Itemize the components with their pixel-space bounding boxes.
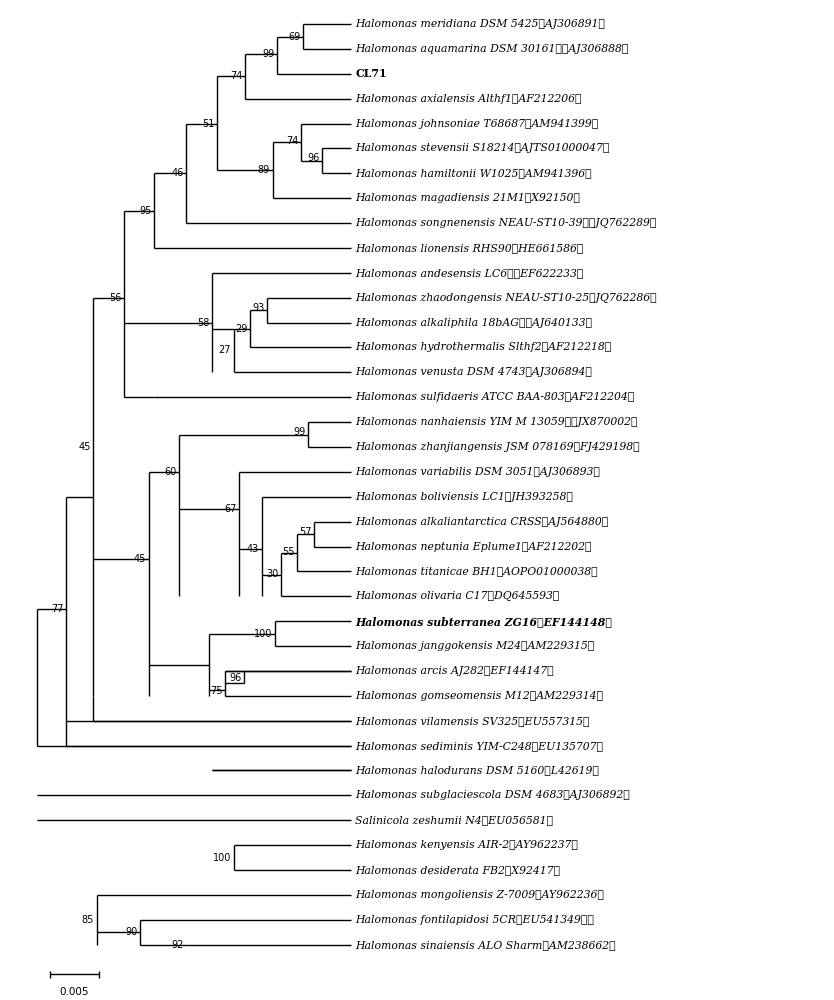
- Text: 95: 95: [139, 206, 152, 216]
- Text: Halomonas alkaliantarctica CRSS（AJ564880）: Halomonas alkaliantarctica CRSS（AJ564880…: [355, 517, 608, 527]
- Text: 56: 56: [109, 293, 122, 303]
- Text: 29: 29: [235, 324, 248, 334]
- Text: Halomonas meridiana DSM 5425（AJ306891）: Halomonas meridiana DSM 5425（AJ306891）: [355, 19, 605, 29]
- Text: 99: 99: [294, 427, 305, 437]
- Text: Halomonas magadiensis 21M1（X92150）: Halomonas magadiensis 21M1（X92150）: [355, 193, 580, 203]
- Text: 45: 45: [78, 442, 91, 452]
- Text: Halomonas vilamensis SV325（EU557315）: Halomonas vilamensis SV325（EU557315）: [355, 716, 590, 726]
- Text: Halomonas mongoliensis Z-7009（AY962236）: Halomonas mongoliensis Z-7009（AY962236）: [355, 890, 604, 900]
- Text: 67: 67: [224, 504, 237, 514]
- Text: Halomonas fontilapidosi 5CR（EU541349　）: Halomonas fontilapidosi 5CR（EU541349 ）: [355, 915, 594, 925]
- Text: 96: 96: [307, 153, 319, 163]
- Text: 96: 96: [229, 673, 241, 683]
- Text: Halomonas songnenensis NEAU-ST10-39　（JQ762289）: Halomonas songnenensis NEAU-ST10-39 （JQ7…: [355, 218, 656, 228]
- Text: Halomonas olivaria C17（DQ645593）: Halomonas olivaria C17（DQ645593）: [355, 591, 560, 601]
- Text: 92: 92: [171, 940, 183, 950]
- Text: Halomonas zhanjiangensis JSM 078169（FJ429198）: Halomonas zhanjiangensis JSM 078169（FJ42…: [355, 442, 640, 452]
- Text: 100: 100: [213, 853, 231, 863]
- Text: Halomonas hamiltonii W1025（AM941396）: Halomonas hamiltonii W1025（AM941396）: [355, 168, 591, 178]
- Text: Halomonas andesensis LC6　（EF622233）: Halomonas andesensis LC6 （EF622233）: [355, 268, 584, 278]
- Text: 43: 43: [247, 544, 259, 554]
- Text: 60: 60: [164, 467, 177, 477]
- Text: Halomonas nanhaiensis YIM M 13059　（JX870002）: Halomonas nanhaiensis YIM M 13059 （JX870…: [355, 417, 637, 427]
- Text: 74: 74: [230, 71, 243, 81]
- Text: 90: 90: [126, 927, 138, 937]
- Text: 69: 69: [289, 32, 300, 42]
- Text: Halomonas sinaiensis ALO Sharm（AM238662）: Halomonas sinaiensis ALO Sharm（AM238662）: [355, 940, 615, 950]
- Text: Halomonas venusta DSM 4743（AJ306894）: Halomonas venusta DSM 4743（AJ306894）: [355, 367, 592, 377]
- Text: 89: 89: [258, 165, 270, 175]
- Text: 0.005: 0.005: [59, 987, 89, 997]
- Text: Halomonas axialensis Althf1（AF212206）: Halomonas axialensis Althf1（AF212206）: [355, 94, 581, 104]
- Text: 46: 46: [171, 168, 183, 178]
- Text: 58: 58: [198, 318, 210, 328]
- Text: 51: 51: [203, 119, 214, 129]
- Text: Halomonas lionensis RHS90（HE661586）: Halomonas lionensis RHS90（HE661586）: [355, 243, 584, 253]
- Text: 85: 85: [82, 915, 94, 925]
- Text: 93: 93: [252, 303, 264, 313]
- Text: 77: 77: [51, 604, 63, 614]
- Text: Halomonas johnsoniae T68687（AM941399）: Halomonas johnsoniae T68687（AM941399）: [355, 119, 598, 129]
- Text: 74: 74: [287, 136, 299, 146]
- Text: 75: 75: [210, 686, 223, 696]
- Text: Halomonas kenyensis AIR-2（AY962237）: Halomonas kenyensis AIR-2（AY962237）: [355, 840, 578, 850]
- Text: Halomonas sulfidaeris ATCC BAA-803（AF212204）: Halomonas sulfidaeris ATCC BAA-803（AF212…: [355, 392, 635, 402]
- Text: Halomonas desiderata FB2（X92417）: Halomonas desiderata FB2（X92417）: [355, 865, 560, 875]
- Text: Halomonas sediminis YIM-C248（EU135707）: Halomonas sediminis YIM-C248（EU135707）: [355, 741, 603, 751]
- Text: Halomonas stevensii S18214（AJTS01000047）: Halomonas stevensii S18214（AJTS01000047）: [355, 143, 610, 153]
- Text: Halomonas gomseomensis M12（AM229314）: Halomonas gomseomensis M12（AM229314）: [355, 691, 603, 701]
- Text: Halomonas boliviensis LC1（JH393258）: Halomonas boliviensis LC1（JH393258）: [355, 492, 573, 502]
- Text: CL71: CL71: [355, 68, 387, 79]
- Text: 99: 99: [262, 49, 274, 59]
- Text: Halomonas subglaciescola DSM 4683（AJ306892）: Halomonas subglaciescola DSM 4683（AJ3068…: [355, 790, 630, 800]
- Text: Halomonas zhaodongensis NEAU-ST10-25（JQ762286）: Halomonas zhaodongensis NEAU-ST10-25（JQ7…: [355, 293, 656, 303]
- Text: Halomonas alkaliphila 18bAG　（AJ640133）: Halomonas alkaliphila 18bAG （AJ640133）: [355, 318, 592, 328]
- Text: Salinicola zeshumii N4（EU056581）: Salinicola zeshumii N4（EU056581）: [355, 815, 553, 825]
- Text: Halomonas arcis AJ282（EF144147）: Halomonas arcis AJ282（EF144147）: [355, 666, 554, 676]
- Text: Halomonas janggokensis M24（AM229315）: Halomonas janggokensis M24（AM229315）: [355, 641, 595, 651]
- Text: 27: 27: [219, 345, 231, 355]
- Text: Halomonas neptunia Eplume1（AF212202）: Halomonas neptunia Eplume1（AF212202）: [355, 542, 591, 552]
- Text: 100: 100: [254, 629, 273, 639]
- Text: Halomonas variabilis DSM 3051（AJ306893）: Halomonas variabilis DSM 3051（AJ306893）: [355, 467, 600, 477]
- Text: 55: 55: [282, 547, 294, 557]
- Text: Halomonas titanicae BH1（AOPO01000038）: Halomonas titanicae BH1（AOPO01000038）: [355, 566, 598, 576]
- Text: Halomonas hydrothermalis Slthf2（AF212218）: Halomonas hydrothermalis Slthf2（AF212218…: [355, 342, 611, 352]
- Text: 57: 57: [299, 527, 311, 537]
- Text: Halomonas subterranea ZG16（EF144148）: Halomonas subterranea ZG16（EF144148）: [355, 616, 612, 627]
- Text: Halomonas halodurans DSM 5160（L42619）: Halomonas halodurans DSM 5160（L42619）: [355, 765, 599, 775]
- Text: 45: 45: [133, 554, 146, 564]
- Text: Halomonas aquamarina DSM 30161　（AJ306888）: Halomonas aquamarina DSM 30161 （AJ306888…: [355, 44, 629, 54]
- Text: 30: 30: [266, 569, 279, 579]
